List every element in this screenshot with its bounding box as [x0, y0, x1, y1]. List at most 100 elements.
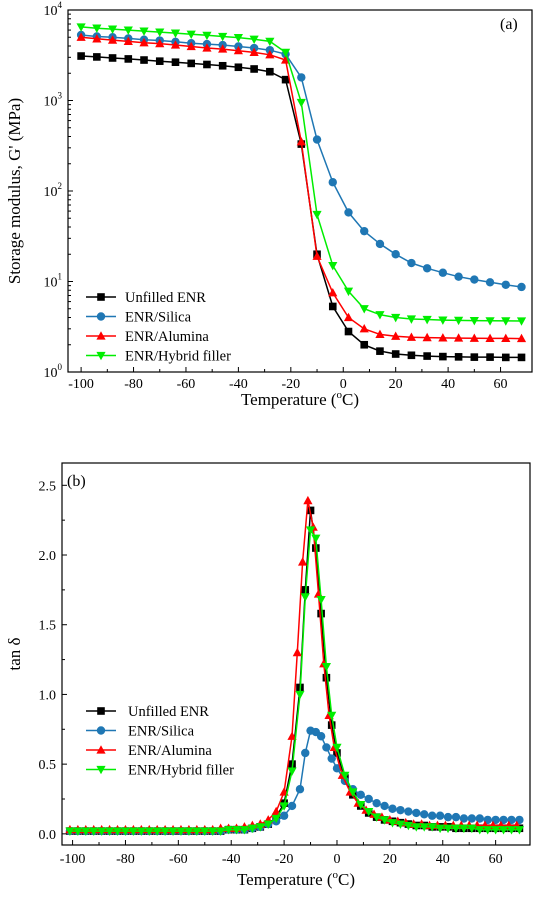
data-point: [485, 278, 495, 287]
data-point: [311, 534, 321, 544]
data-point: [406, 332, 417, 341]
legend-label: ENR/Hybrid filler: [125, 349, 231, 365]
data-point: [208, 827, 218, 836]
data-point: [124, 55, 133, 63]
data-point: [287, 731, 297, 740]
data-point: [506, 826, 517, 835]
data-point: [364, 807, 374, 817]
legend-label: Unfilled ENR: [128, 704, 209, 720]
data-point: [328, 302, 337, 311]
x-tick-label: 20: [383, 852, 397, 867]
data-point: [234, 63, 243, 72]
y-axis-title: Storage modulus, G' (MPa): [5, 98, 24, 284]
data-point: [97, 827, 107, 836]
data-point: [344, 208, 353, 217]
x-tick-label: 0: [333, 852, 340, 867]
data-point: [327, 711, 337, 721]
panel-a-storage-modulus-chart: -100 -80 -60 -40 -20 0 20 40 60 100 101 102 103 104 Te…: [5, 0, 533, 409]
data-point: [271, 814, 281, 824]
series-enr-alumina: [65, 495, 522, 834]
data-point: [265, 49, 275, 59]
data-point: [364, 794, 373, 804]
data-point: [443, 812, 453, 822]
data-point: [356, 800, 366, 810]
panel-b-tan-delta-chart: -100 -80 -60 -40 -20 0 20 40 60 0.0 0.5 1.0 1.5 2.0 2.…: [5, 462, 531, 889]
data-point: [295, 690, 305, 700]
data-point: [287, 767, 297, 776]
data-point: [123, 36, 133, 45]
data-point: [469, 316, 479, 326]
data-point: [379, 816, 390, 825]
data-point: [395, 820, 406, 829]
data-point: [233, 34, 243, 43]
y-tick-label: 1.0: [39, 688, 57, 703]
data-point: [231, 826, 242, 835]
series-line: [69, 510, 520, 832]
legend-label: Unfilled ENR: [125, 290, 206, 306]
data-point: [298, 557, 308, 566]
x-tick-label: 60: [489, 852, 503, 867]
data-point: [321, 662, 332, 672]
data-point: [187, 59, 196, 68]
data-point: [387, 819, 398, 828]
data-point: [459, 824, 469, 834]
data-point: [303, 495, 313, 505]
x-tick-label: -20: [275, 852, 294, 867]
data-point: [483, 826, 493, 835]
data-point: [435, 811, 445, 820]
data-point: [77, 52, 85, 60]
data-point: [155, 38, 165, 48]
data-point: [202, 31, 212, 41]
data-point: [517, 282, 526, 292]
data-point: [391, 313, 401, 323]
x-tick-label: 40: [441, 377, 455, 392]
x-tick-label: 0: [340, 377, 347, 392]
data-point: [192, 827, 202, 836]
data-point: [438, 316, 448, 325]
data-point: [427, 811, 437, 820]
x-axis-title: Temperature (oC): [237, 869, 355, 889]
data-point: [139, 27, 149, 36]
data-point: [76, 32, 86, 41]
data-point: [250, 65, 258, 73]
data-point: [92, 24, 102, 33]
data-point: [296, 136, 306, 146]
data-point: [333, 749, 341, 757]
legend-marker: [96, 765, 106, 775]
y-tick-label: 104: [44, 0, 63, 19]
data-point: [202, 43, 212, 52]
data-point: [279, 811, 289, 820]
data-point: [412, 808, 421, 818]
data-point: [281, 75, 290, 84]
data-point: [328, 288, 338, 297]
legend-label: ENR/Silica: [125, 310, 192, 326]
data-point: [359, 324, 369, 333]
data-point: [249, 35, 259, 45]
y-tick-label: 0.5: [39, 758, 57, 773]
panel-label: (b): [67, 473, 86, 490]
data-point: [514, 826, 525, 835]
data-point: [312, 251, 322, 260]
legend-label: ENR/Silica: [128, 724, 195, 740]
y-tick-label: 100: [44, 362, 63, 381]
data-point: [407, 258, 416, 268]
data-point: [312, 544, 320, 552]
data-point: [297, 73, 306, 82]
legend-marker: [96, 745, 106, 754]
data-point: [139, 37, 149, 47]
data-point: [332, 743, 342, 753]
data-point: [501, 280, 510, 289]
data-point: [322, 743, 331, 752]
data-point: [469, 333, 479, 342]
data-point: [435, 824, 445, 834]
data-point: [459, 814, 469, 823]
data-point: [451, 812, 461, 822]
data-point: [422, 332, 432, 342]
data-point: [279, 802, 289, 811]
data-point: [343, 312, 354, 322]
y-tick-label: 2.0: [39, 549, 57, 564]
data-point: [439, 352, 447, 361]
x-tick-label: -20: [281, 377, 300, 392]
data-point: [454, 272, 463, 281]
data-point: [470, 275, 479, 284]
